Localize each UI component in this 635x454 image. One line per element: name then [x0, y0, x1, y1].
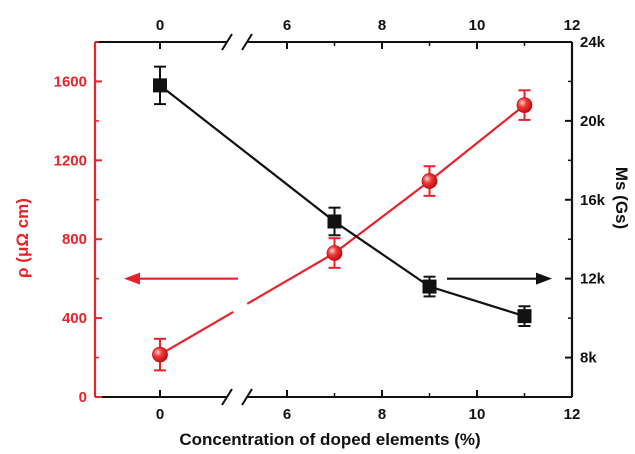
- axis-break-mark-bottom-0: [221, 388, 233, 406]
- x-tick-label-top-1: 6: [283, 17, 291, 34]
- series-1-line: [159, 84, 525, 318]
- axis-arrows: [124, 272, 552, 285]
- y-right-tick-label-3: 20k: [580, 113, 606, 130]
- left-y-axis-title: ρ (μΩ cm): [13, 198, 32, 278]
- series-0-line-segment: [428, 104, 526, 182]
- series-1-point-2: [422, 279, 437, 294]
- series-0-line-segment: [159, 310, 234, 356]
- x-tick-label-bottom-1: 6: [283, 406, 291, 423]
- axis-break-mark-top-0: [221, 33, 233, 51]
- x-tick-label-top-0: 0: [156, 17, 164, 34]
- y-left-tick-label-4: 1600: [54, 73, 87, 90]
- y-left-tick-label-2: 800: [62, 231, 87, 248]
- x-tick-label-top-2: 8: [378, 17, 386, 34]
- x-tick-label-bottom-4: 12: [564, 406, 581, 423]
- series-0-point-1: [326, 245, 343, 261]
- axis-ticks: [95, 41, 573, 398]
- y-right-tick-label-0: 8k: [580, 350, 597, 367]
- data-series: [152, 65, 533, 372]
- x-tick-label-top-3: 10: [469, 17, 486, 34]
- left-axis-arrow-head: [124, 272, 140, 285]
- x-axis-title: Concentration of doped elements (%): [179, 430, 480, 449]
- series-0-point-2: [421, 173, 438, 189]
- series-1-point-0: [153, 78, 167, 93]
- y-left-tick-label-3: 1200: [54, 152, 87, 169]
- series-0-point-0: [152, 346, 168, 363]
- axis-break-mark-bottom-1: [241, 388, 253, 406]
- axis-break-mark-top-1: [241, 33, 253, 51]
- y-right-tick-label-1: 12k: [580, 271, 606, 288]
- x-tick-label-bottom-2: 8: [378, 406, 386, 423]
- y-right-tick-label-2: 16k: [580, 192, 606, 209]
- tick-labels: 0 0 6 6 8 8 10 10 12 12 0 400 800 1200 1600 8k 12k 16k 20k…: [54, 17, 606, 423]
- y-right-tick-label-4: 24k: [580, 34, 606, 51]
- y-left-tick-label-1: 400: [62, 310, 87, 327]
- series-1-point-1: [327, 214, 342, 229]
- right-y-axis-title: Ms (Gs): [612, 167, 631, 229]
- x-tick-label-bottom-0: 0: [156, 406, 164, 423]
- series-1-point-3: [517, 309, 532, 324]
- x-tick-label-top-4: 12: [564, 17, 581, 34]
- series-0-point-3: [516, 97, 533, 114]
- right-axis-arrow-head: [536, 272, 552, 285]
- plot-frame: [93, 33, 574, 406]
- y-left-tick-label-0: 0: [79, 389, 87, 406]
- series-0-line-segment: [246, 252, 336, 305]
- x-tick-label-bottom-3: 10: [469, 406, 486, 423]
- series-0-line-segment: [333, 180, 431, 254]
